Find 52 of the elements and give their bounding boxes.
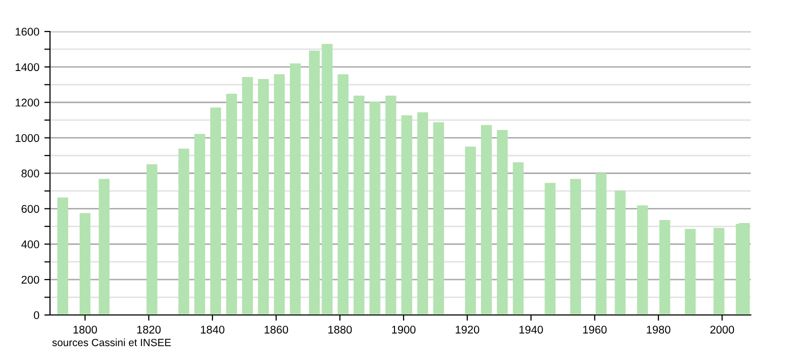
x-tick-label: 1980 — [646, 326, 670, 334]
bar — [242, 77, 253, 315]
bar — [354, 96, 364, 315]
bar — [637, 205, 648, 315]
bar — [433, 122, 444, 315]
source-note: sources Cassini et INSEE — [52, 338, 171, 346]
bar — [370, 102, 380, 315]
bar — [385, 96, 396, 315]
bar — [274, 74, 285, 315]
x-tick-label: 2000 — [710, 326, 734, 334]
x-tick-label: 1920 — [456, 326, 480, 334]
bar — [480, 125, 492, 315]
bar — [596, 173, 606, 315]
bar — [465, 146, 476, 315]
bar — [659, 220, 670, 315]
y-tick-label: 800 — [22, 170, 40, 178]
x-tick-label: 1880 — [328, 326, 352, 334]
bar — [714, 228, 724, 315]
x-tick-label: 1900 — [392, 326, 416, 334]
x-tick-label: 1800 — [74, 326, 97, 334]
y-tick-label: 1600 — [16, 28, 40, 36]
y-tick-label: 1200 — [16, 98, 40, 107]
bar — [98, 178, 110, 315]
y-tick-label: 600 — [22, 204, 40, 213]
bar — [146, 164, 158, 315]
bar — [80, 213, 90, 315]
x-tick-label: 1820 — [137, 326, 161, 334]
bar — [290, 63, 301, 315]
bar — [496, 130, 508, 315]
bar — [512, 162, 524, 315]
bar — [210, 108, 222, 315]
bar — [570, 178, 582, 315]
bar — [194, 134, 206, 315]
bar — [544, 182, 556, 315]
x-tick-label: 1960 — [583, 326, 607, 334]
bar — [417, 112, 428, 315]
bar — [226, 94, 237, 315]
y-tick-label: 1000 — [16, 134, 40, 142]
bar — [401, 115, 412, 315]
bar — [338, 74, 348, 315]
bar — [684, 228, 696, 315]
x-tick-label: 1940 — [519, 326, 543, 334]
y-tick-label: 400 — [21, 240, 40, 248]
bar — [178, 148, 190, 315]
y-tick-label: 0 — [34, 311, 40, 320]
y-tick-label: 200 — [22, 276, 40, 284]
bar — [57, 198, 68, 315]
x-tick-label: 1860 — [264, 326, 288, 334]
bar — [614, 190, 626, 315]
y-tick-label: 1400 — [16, 63, 40, 72]
bar — [258, 78, 269, 315]
x-tick-label: 1840 — [200, 326, 224, 334]
